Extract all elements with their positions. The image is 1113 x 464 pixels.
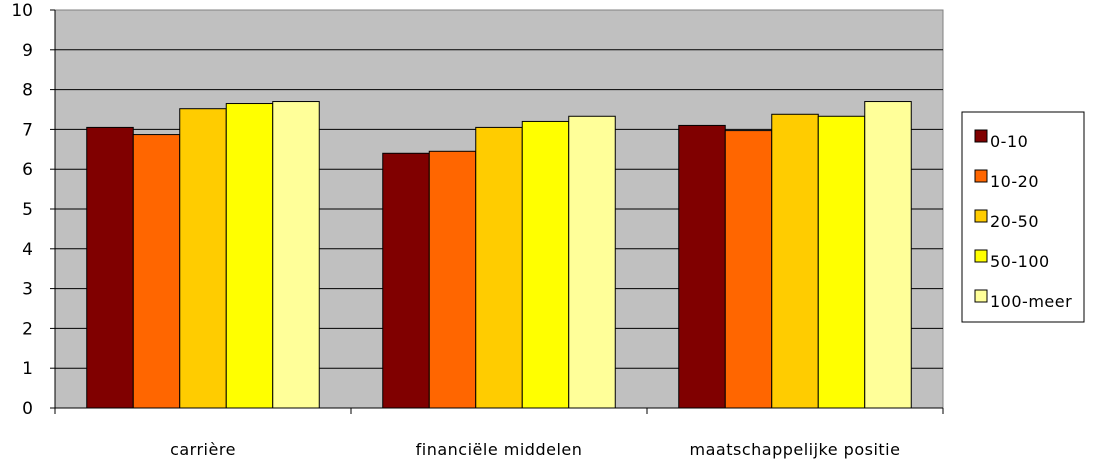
bar-20-50 <box>475 126 523 409</box>
bar-100-meer <box>568 115 616 409</box>
y-tick-label: 3 <box>22 280 33 300</box>
x-axis: carrière financiële middelen maatschappeli… <box>54 407 944 459</box>
x-category-label: financiële middelen <box>416 440 583 459</box>
bar-50-100 <box>225 103 274 409</box>
y-tick-label: 5 <box>22 200 33 220</box>
legend-label: 0-10 <box>990 132 1028 151</box>
bar-10-20 <box>724 130 773 409</box>
bar-100-meer <box>272 101 320 409</box>
legend-swatch <box>974 169 988 183</box>
legend-label: 100-meer <box>990 292 1072 311</box>
y-tick-label: 10 <box>11 1 33 21</box>
y-tick-label: 8 <box>22 81 33 101</box>
bar-0-10 <box>382 152 430 409</box>
legend: 0-10 10-20 20-50 50-100 100-meer <box>961 111 1085 323</box>
y-tick-label: 4 <box>22 240 33 260</box>
y-tick-label: 2 <box>22 319 33 339</box>
y-tick-label: 9 <box>22 41 33 61</box>
bar-0-10 <box>678 124 726 409</box>
y-tick-label: 6 <box>22 160 33 180</box>
legend-label: 20-50 <box>990 212 1039 231</box>
bar-0-10 <box>86 126 134 409</box>
x-category-label: maatschappelijke positie <box>690 440 901 459</box>
legend-swatch <box>974 249 988 263</box>
legend-label: 10-20 <box>990 172 1039 191</box>
bars <box>86 101 912 409</box>
y-tick-label: 0 <box>22 399 33 419</box>
legend-swatch <box>974 289 988 303</box>
y-tick-label: 7 <box>22 120 33 140</box>
bar-100-meer <box>864 101 912 409</box>
bar-50-100 <box>521 120 570 409</box>
bar-10-20 <box>428 150 477 409</box>
bar-20-50 <box>771 113 819 409</box>
y-tick-label: 1 <box>22 359 33 379</box>
bar-50-100 <box>817 115 866 409</box>
y-axis: 0 1 2 3 4 5 6 7 8 9 10 <box>11 1 56 419</box>
bar-10-20 <box>132 134 181 409</box>
legend-swatch <box>974 129 988 143</box>
legend-swatch <box>974 209 988 223</box>
legend-label: 50-100 <box>990 252 1050 271</box>
x-category-label: carrière <box>170 440 236 459</box>
bar-20-50 <box>179 108 227 409</box>
